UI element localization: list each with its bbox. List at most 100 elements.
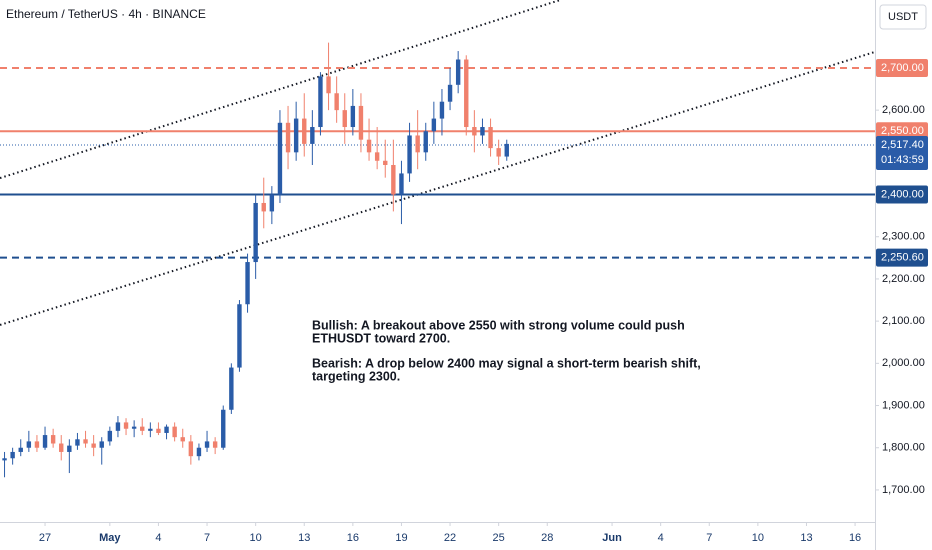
candle-body [439,101,445,119]
candle-body [67,445,72,452]
candle-body [196,447,202,457]
candle-body [2,458,7,461]
candle-body [383,160,388,165]
candle-body [188,441,194,457]
level-label: 2,517.40 [881,139,924,151]
candle-body [221,409,226,448]
currency-label[interactable]: USDT [888,11,918,23]
candle-body [423,131,428,153]
candle-body [10,451,15,459]
candle-body [407,135,412,174]
annotation-line: ETHUSDT toward 2700. [312,331,450,345]
candle-body [148,428,153,431]
candle-body [59,443,64,452]
trend-line [0,0,561,180]
candle-body [293,118,299,153]
candle-body [269,194,275,212]
x-tick-label: 25 [493,532,505,544]
candle-body [358,105,364,140]
candle-body [480,127,485,136]
y-tick-label: 2,000.00 [882,357,925,369]
candle-body [488,127,493,149]
candle-body [310,127,315,144]
candle-body [204,441,210,448]
candle-body [50,435,56,444]
candle-body [75,439,80,446]
x-tick-label: 4 [658,532,664,544]
x-tick-label: 16 [347,532,359,544]
candle-body [107,430,113,442]
candle-body [180,437,185,442]
level-label: 2,700.00 [881,62,924,74]
x-tick-label: 13 [298,532,310,544]
candle-body [415,135,420,153]
x-tick-label: 28 [541,532,553,544]
candle-body [83,439,88,444]
candle-body [115,422,121,431]
currency-button[interactable] [879,4,927,30]
candle-body [455,59,461,85]
candle-body [277,122,283,195]
y-tick-label: 1,800.00 [882,442,925,454]
candle-body [164,426,169,433]
annotation-line: Bearish: A drop below 2400 may signal a … [312,356,701,370]
candle-body [18,447,23,452]
candle-body [302,118,307,144]
y-tick-label: 2,100.00 [882,315,925,327]
candle-body [156,428,161,433]
candle-body [91,443,96,448]
level-label: 2,250.60 [881,251,924,263]
y-tick-label: 2,300.00 [882,231,925,243]
chart-title: Ethereum / TetherUS · 4h · BINANCE [6,7,206,21]
annotation-line: Bullish: A breakout above 2550 with stro… [312,318,685,332]
level-label-box [876,58,928,77]
candle-body [245,262,250,305]
candle-body [399,173,404,195]
candle-body [253,202,258,263]
x-tick-label: 10 [250,532,262,544]
x-tick-label: 27 [39,532,51,544]
x-tick-label: Jun [602,532,622,544]
x-tick-label: 7 [706,532,712,544]
countdown-label: 01:43:59 [881,154,924,166]
level-label-box [876,248,928,267]
x-tick-label: 13 [800,532,812,544]
candle-body [431,118,437,132]
candle-body [342,110,347,128]
level-label: 2,400.00 [881,188,924,200]
level-label-box [876,135,928,170]
candle-body [318,76,323,128]
candle-body [496,148,501,157]
candle-body [26,441,32,448]
candle-body [504,143,509,157]
candle-body [334,93,339,111]
candle-body [99,441,104,448]
x-tick-label: 7 [204,532,210,544]
candle-body [261,202,266,212]
candle-body [212,441,218,448]
x-tick-label: 19 [395,532,407,544]
candle-body [326,76,331,94]
candle-body [391,164,396,195]
x-tick-label: 4 [155,532,161,544]
candle-body [350,105,356,128]
candle-body [374,152,380,161]
annotation-line: targeting 2300. [312,369,400,383]
y-tick-label: 1,700.00 [882,484,925,496]
x-tick-label: May [99,532,121,544]
candle-body [237,304,242,368]
level-label-box [876,122,928,141]
candle-body [472,127,477,136]
candle-body [285,122,291,153]
candle-body [172,426,177,438]
candle-body [123,422,129,429]
x-tick-label: 16 [849,532,861,544]
y-tick-label: 2,200.00 [882,273,925,285]
candle-body [131,426,137,429]
candle-body [140,426,145,431]
candle-body [366,139,372,153]
y-tick-label: 2,600.00 [882,104,925,116]
candle-body [464,59,469,128]
candle-body [34,441,40,448]
